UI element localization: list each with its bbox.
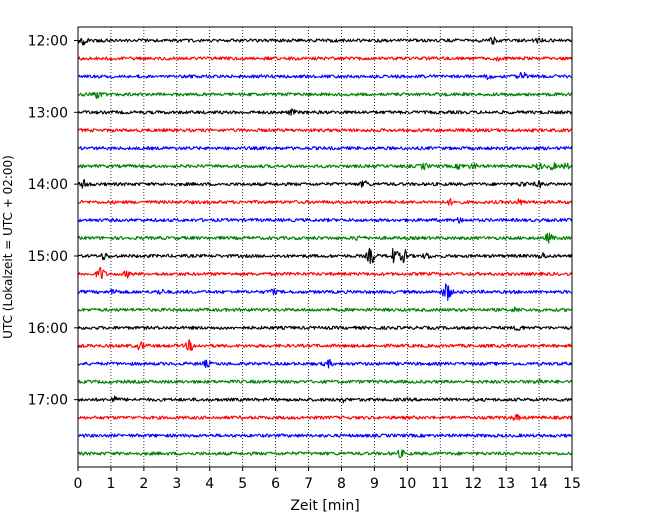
trace-1445 <box>77 232 573 244</box>
x-tick-label-12: 12 <box>464 476 482 492</box>
x-tick-label-6: 6 <box>271 476 280 492</box>
trace-1500 <box>77 247 573 265</box>
x-tick-label-15: 15 <box>563 476 581 492</box>
trace-1330 <box>77 146 573 151</box>
x-tick-label-0: 0 <box>74 476 83 492</box>
y-tick-label-0: 12:00 <box>28 33 68 49</box>
y-axis-label: UTC (Lokalzeit = UTC + 02:00) <box>1 155 15 339</box>
trace-1430 <box>77 217 573 224</box>
x-tick-label-13: 13 <box>497 476 515 492</box>
x-tick-label-10: 10 <box>398 476 416 492</box>
trace-1530 <box>77 283 573 301</box>
trace-layer <box>77 36 573 459</box>
trace-1215 <box>77 56 573 62</box>
trace-1545 <box>77 306 573 313</box>
trace-1600 <box>77 325 573 332</box>
trace-1400 <box>77 178 573 189</box>
x-tick-label-2: 2 <box>139 476 148 492</box>
trace-1200 <box>77 36 573 46</box>
trace-1745 <box>77 449 573 459</box>
plot-frame <box>77 26 573 468</box>
x-tick-label-1: 1 <box>106 476 115 492</box>
x-tick-label-11: 11 <box>431 476 449 492</box>
x-tick-label-8: 8 <box>337 476 346 492</box>
y-tick-label-4: 16:00 <box>28 321 68 337</box>
x-axis-label: Zeit [min] <box>290 498 359 514</box>
trace-1515 <box>77 267 573 280</box>
y-tick-label-5: 17:00 <box>28 393 68 409</box>
trace-1645 <box>77 378 573 384</box>
x-tick-label-5: 5 <box>238 476 247 492</box>
y-axis-ticks: 12:00 13:00 14:00 15:00 16:00 17:00 <box>28 33 78 409</box>
trace-1245 <box>77 91 573 100</box>
y-tick-label-2: 14:00 <box>28 177 68 193</box>
x-tick-label-14: 14 <box>530 476 548 492</box>
trace-1230 <box>77 71 573 81</box>
x-axis-ticks: 0 1 2 3 4 5 6 7 8 9 10 11 12 13 14 15 <box>74 467 581 492</box>
y-tick-label-3: 15:00 <box>28 249 68 265</box>
x-tick-label-4: 4 <box>205 476 214 492</box>
grid-layer <box>110 27 540 467</box>
trace-1345 <box>77 162 573 171</box>
trace-1730 <box>77 433 573 438</box>
trace-1715 <box>77 413 573 421</box>
trace-1615 <box>77 339 573 351</box>
trace-1315 <box>77 128 573 133</box>
trace-1700 <box>77 395 573 404</box>
y-tick-label-1: 13:00 <box>28 105 68 121</box>
trace-1630 <box>77 359 573 369</box>
trace-1415 <box>77 197 573 206</box>
x-tick-label-9: 9 <box>370 476 379 492</box>
x-tick-label-7: 7 <box>304 476 313 492</box>
trace-1300 <box>77 108 573 116</box>
x-tick-label-3: 3 <box>172 476 181 492</box>
